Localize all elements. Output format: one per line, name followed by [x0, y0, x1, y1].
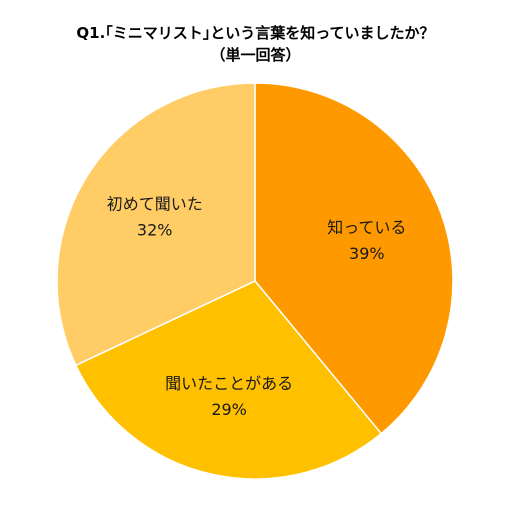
pie-slices [56, 82, 454, 480]
slice-value-label: 32% [137, 220, 173, 239]
pie-slice-1 [254, 82, 454, 435]
chart-title: Q1.｢ミニマリスト｣という言葉を知っていましたか？ [76, 24, 435, 42]
chart-subtitle: （単一回答） [210, 46, 301, 64]
slice-category-label: 聞いたことがある [165, 374, 293, 393]
slice-category-label: 知っている [327, 218, 406, 237]
slice-value-label: 39% [349, 244, 385, 263]
pie-slice-3 [56, 82, 256, 367]
pie-labels: 知っている 39% 聞いたことがある 29% 初めて聞いた 32% [107, 194, 407, 419]
slice-value-label: 29% [211, 400, 247, 419]
slice-category-label: 初めて聞いた [107, 194, 203, 213]
chart-title-block: Q1.｢ミニマリスト｣という言葉を知っていましたか？ （単一回答） [0, 22, 511, 66]
pie-slice-2 [74, 280, 383, 480]
